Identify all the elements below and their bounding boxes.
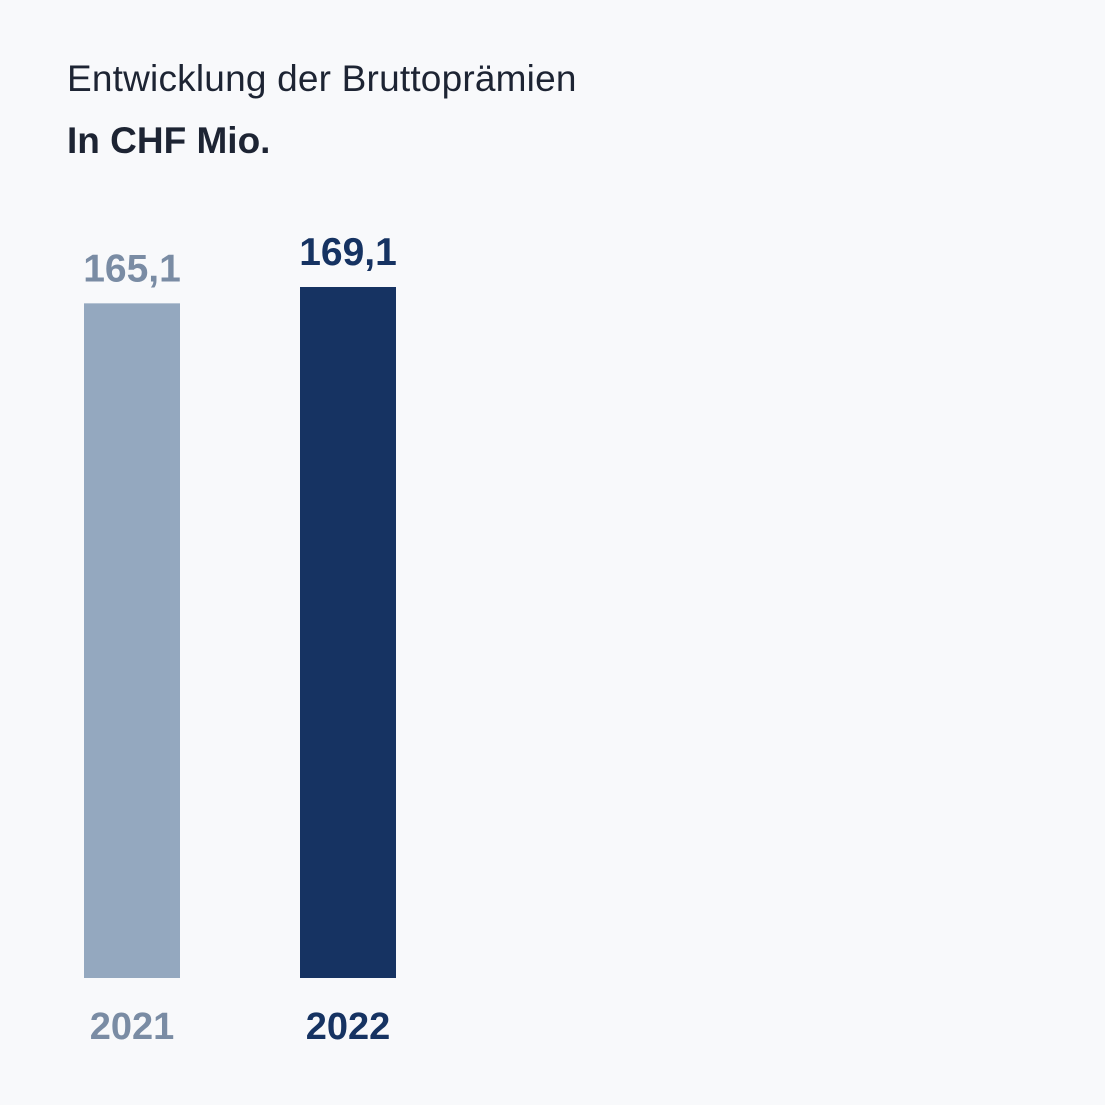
value-label-2022: 169,1 [299, 231, 397, 274]
chart-subtitle: In CHF Mio. [67, 120, 271, 161]
bar-2021 [84, 303, 180, 979]
chart-title: Entwicklung der Bruttoprämien [67, 58, 577, 99]
category-label-2021: 2021 [90, 1006, 175, 1048]
bar-2022 [300, 287, 396, 978]
value-label-2021: 165,1 [83, 247, 181, 290]
category-label-2022: 2022 [306, 1006, 391, 1048]
